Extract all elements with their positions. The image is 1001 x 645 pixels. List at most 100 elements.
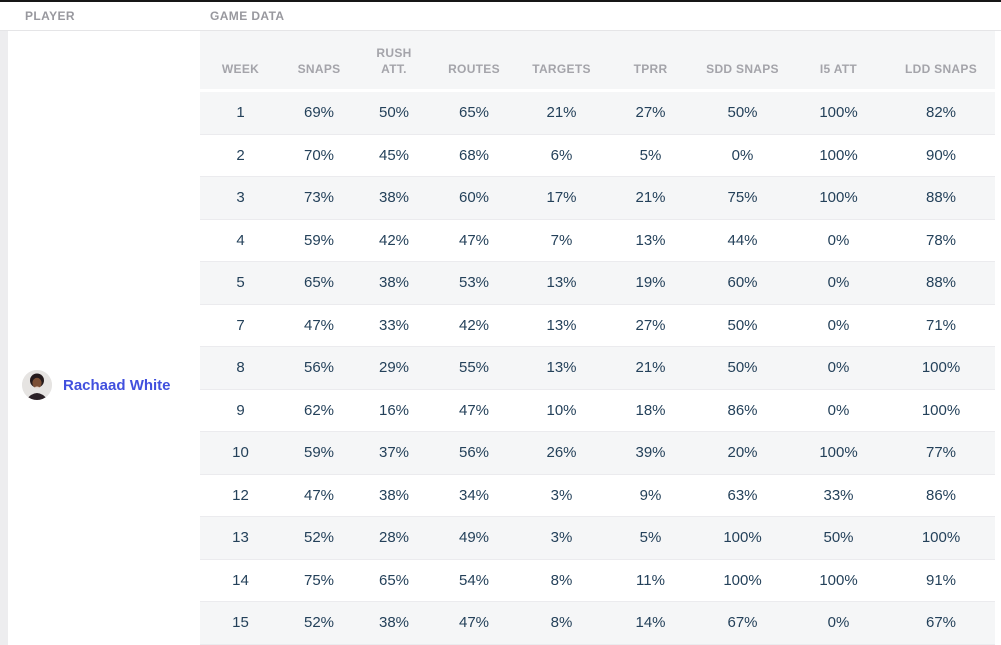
player-headshot-icon (22, 370, 52, 400)
table-row-week-10: 10 59% 37% 56% 26% 39% 20% 100% 77% (200, 432, 995, 475)
cell-tprr: 21% (635, 359, 666, 377)
cell-sdd_snaps: 0% (731, 146, 754, 164)
cell-targets: 13% (546, 316, 577, 334)
cell-ldd_snaps: 88% (925, 189, 957, 207)
cell-snaps: 52% (303, 529, 335, 547)
cell-snaps: 59% (303, 444, 335, 462)
cell-snaps: 56% (303, 359, 335, 377)
cell-sdd_snaps: 63% (727, 486, 758, 504)
cell-snaps: 59% (303, 231, 335, 249)
cell-tprr: 5% (639, 146, 662, 164)
column-header-rush-att: RUSH ATT. (376, 45, 412, 76)
cell-snaps: 47% (303, 486, 335, 504)
header-separator (200, 89, 995, 92)
cell-targets: 3% (550, 486, 573, 504)
cell-week: 5 (236, 274, 245, 292)
cell-i5_att: 100% (819, 189, 858, 207)
cell-snaps: 62% (303, 401, 335, 419)
cell-targets: 17% (546, 189, 577, 207)
cell-targets: 7% (550, 231, 573, 249)
cell-targets: 3% (550, 529, 573, 547)
column-header-i5-att: I5 ATT (819, 61, 858, 76)
cell-ldd_snaps: 100% (921, 359, 961, 377)
cell-routes: 47% (458, 614, 490, 632)
cell-targets: 8% (550, 614, 573, 632)
cell-rush_att: 37% (378, 444, 410, 462)
cell-rush_att: 28% (378, 529, 410, 547)
game-data-table: WEEK SNAPS RUSH ATT. ROUTES TARGETS TPRR… (200, 31, 995, 645)
cell-ldd_snaps: 78% (925, 231, 957, 249)
player-avatar[interactable] (22, 370, 52, 400)
cell-sdd_snaps: 67% (727, 614, 758, 632)
cell-routes: 53% (458, 274, 490, 292)
cell-week: 15 (232, 614, 249, 632)
section-header-bar: PLAYER GAME DATA (0, 0, 1001, 31)
cell-week: 3 (236, 189, 245, 207)
cell-routes: 49% (458, 529, 490, 547)
cell-week: 12 (232, 486, 249, 504)
cell-routes: 34% (458, 486, 490, 504)
cell-week: 7 (236, 316, 245, 334)
cell-rush_att: 45% (378, 146, 410, 164)
cell-ldd_snaps: 77% (925, 444, 957, 462)
column-header-tprr: TPRR (633, 61, 668, 76)
cell-routes: 54% (458, 571, 490, 589)
cell-week: 10 (232, 444, 249, 462)
cell-i5_att: 0% (827, 401, 850, 419)
table-row-week-14: 14 75% 65% 54% 8% 11% 100% 100% 91% (200, 559, 995, 602)
cell-tprr: 39% (635, 444, 666, 462)
cell-i5_att: 0% (827, 359, 850, 377)
cell-tprr: 27% (635, 104, 666, 122)
cell-week: 8 (236, 359, 245, 377)
cell-tprr: 14% (635, 614, 666, 632)
cell-week: 13 (232, 529, 249, 547)
cell-sdd_snaps: 20% (727, 444, 758, 462)
cell-targets: 13% (546, 359, 577, 377)
cell-ldd_snaps: 82% (925, 104, 957, 122)
column-header-targets: TARGETS (532, 61, 591, 76)
table-row-week-2: 2 70% 45% 68% 6% 5% 0% 100% 90% (200, 134, 995, 177)
cell-rush_att: 38% (378, 614, 410, 632)
cell-snaps: 69% (303, 104, 335, 122)
player-section-label: PLAYER (25, 9, 75, 23)
cell-rush_att: 50% (378, 104, 410, 122)
cell-ldd_snaps: 100% (921, 529, 961, 547)
cell-routes: 65% (458, 104, 490, 122)
cell-ldd_snaps: 100% (921, 401, 961, 419)
cell-snaps: 73% (303, 189, 335, 207)
cell-targets: 6% (550, 146, 573, 164)
cell-ldd_snaps: 88% (925, 274, 957, 292)
cell-sdd_snaps: 50% (727, 316, 758, 334)
cell-rush_att: 38% (378, 189, 410, 207)
cell-ldd_snaps: 90% (925, 146, 957, 164)
cell-i5_att: 33% (823, 486, 854, 504)
cell-i5_att: 0% (827, 274, 850, 292)
cell-week: 1 (236, 104, 245, 122)
table-row-week-15: 15 52% 38% 47% 8% 14% 67% 0% 67% (200, 602, 995, 645)
table-body: 1 69% 50% 65% 21% 27% 50% 100% 82% 2 70% 45% 68% 6% 5%… (200, 92, 995, 645)
cell-snaps: 47% (303, 316, 335, 334)
cell-tprr: 5% (639, 529, 662, 547)
cell-week: 14 (232, 571, 249, 589)
cell-ldd_snaps: 67% (925, 614, 957, 632)
game-data-section-label: GAME DATA (210, 9, 285, 23)
cell-targets: 21% (546, 104, 577, 122)
column-header-sdd-snaps: SDD SNAPS (706, 61, 779, 76)
table-row-week-8: 8 56% 29% 55% 13% 21% 50% 0% 100% (200, 347, 995, 390)
cell-sdd_snaps: 75% (727, 189, 758, 207)
cell-ldd_snaps: 91% (925, 571, 957, 589)
table-row-week-7: 7 47% 33% 42% 13% 27% 50% 0% 71% (200, 304, 995, 347)
player-name-link[interactable]: Rachaad White (63, 376, 171, 394)
cell-ldd_snaps: 86% (925, 486, 957, 504)
cell-routes: 68% (458, 146, 490, 164)
cell-i5_att: 0% (827, 316, 850, 334)
table-header-row: WEEK SNAPS RUSH ATT. ROUTES TARGETS TPRR… (200, 31, 995, 89)
cell-targets: 10% (546, 401, 577, 419)
cell-i5_att: 0% (827, 231, 850, 249)
cell-tprr: 9% (639, 486, 662, 504)
cell-sdd_snaps: 50% (727, 359, 758, 377)
player-card[interactable]: Rachaad White (22, 370, 171, 400)
cell-i5_att: 50% (823, 529, 854, 547)
column-header-routes: ROUTES (448, 61, 500, 76)
